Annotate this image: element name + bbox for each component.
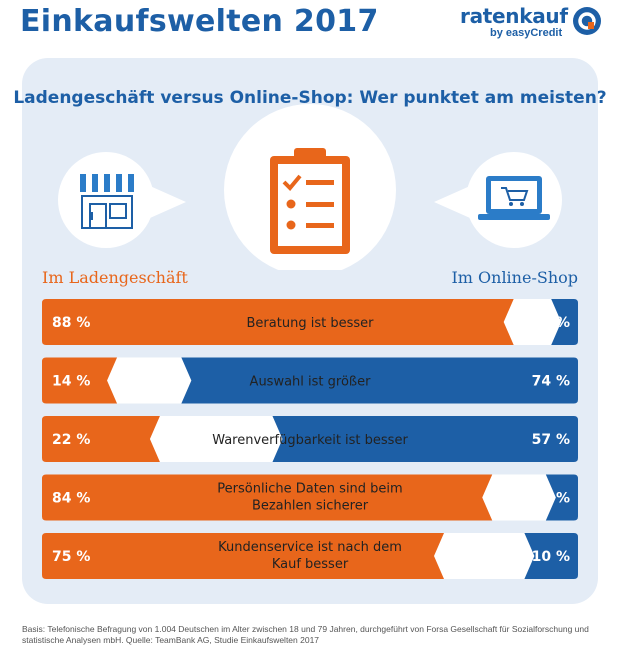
bar-online bbox=[181, 357, 579, 404]
bar-store bbox=[42, 474, 493, 521]
category-label: Warenverfügbarkeit ist besser bbox=[212, 433, 408, 448]
store-icon bbox=[58, 152, 186, 248]
bar-store bbox=[42, 357, 118, 404]
laptop-shopping-cart-icon bbox=[434, 152, 562, 248]
bar-store bbox=[42, 533, 444, 579]
category-label: Kauf besser bbox=[272, 557, 349, 572]
brand-logo: ratenkauf by easyCredit bbox=[460, 4, 604, 46]
brand-name: ratenkauf bbox=[460, 4, 568, 28]
icon-row bbox=[58, 104, 562, 270]
legend-online: Im Online-Shop bbox=[451, 268, 578, 287]
value-label-online: 10 % bbox=[532, 549, 570, 565]
category-label: Auswahl ist größer bbox=[250, 375, 372, 390]
bar-store bbox=[42, 416, 160, 462]
comparison-chart: 88 % 5 % Beratung ist besser 14 % 74 % Auswah… bbox=[42, 299, 579, 579]
value-label-store: 75 % bbox=[52, 549, 90, 565]
chart-subtitle: Ladengeschäft versus Online-Shop: Wer pu… bbox=[13, 88, 607, 108]
legend-store: Im Ladengeschäft bbox=[42, 268, 188, 287]
brand-tagline: by easyCredit bbox=[490, 27, 563, 39]
clipboard-checklist-icon bbox=[224, 104, 396, 270]
value-label-online: 6 % bbox=[541, 491, 570, 507]
value-label-store: 84 % bbox=[52, 491, 90, 507]
value-label-store: 14 % bbox=[52, 374, 90, 390]
bar-online bbox=[272, 416, 578, 462]
value-label-online: 57 % bbox=[532, 432, 570, 448]
value-label-store: 22 % bbox=[52, 432, 90, 448]
category-label: Persönliche Daten sind beim bbox=[217, 482, 402, 497]
category-label: Bezahlen sicherer bbox=[252, 499, 369, 514]
bar-online bbox=[545, 474, 578, 521]
category-label: Kundenservice ist nach dem bbox=[218, 540, 402, 555]
source-footnote: Basis: Telefonische Befragung von 1.004 … bbox=[22, 624, 589, 645]
bar-online bbox=[524, 533, 578, 579]
value-label-online: 5 % bbox=[541, 315, 570, 331]
ratenkauf-logo-icon bbox=[573, 7, 601, 35]
value-label-online: 74 % bbox=[532, 374, 570, 390]
bar-store bbox=[42, 299, 514, 345]
bar-online bbox=[551, 299, 578, 345]
category-label: Beratung ist besser bbox=[247, 316, 375, 331]
page-title: Einkaufswelten 2017 bbox=[20, 4, 379, 39]
value-label-store: 88 % bbox=[52, 315, 90, 331]
